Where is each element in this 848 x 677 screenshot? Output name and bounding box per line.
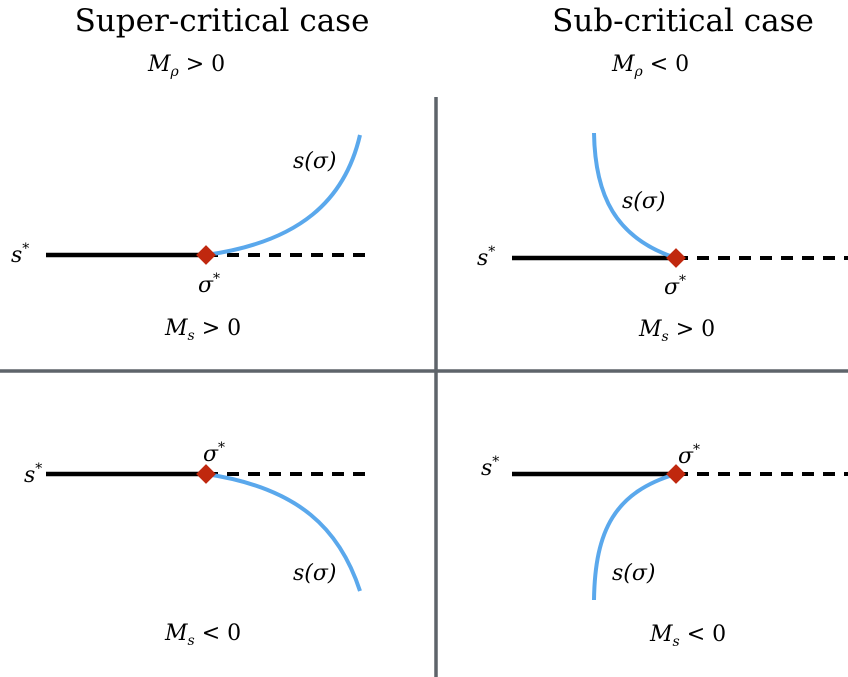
ms-label: Ms > 0 (164, 316, 241, 344)
panel-bottom-left: s* σ* s(σ) Ms < 0 (24, 440, 374, 649)
branch-curve (205, 134, 362, 257)
sigma-star-label: σ* (664, 273, 686, 300)
curve-label: s(σ) (293, 149, 336, 174)
bifurcation-point-marker (666, 248, 686, 268)
branch-curve (592, 132, 677, 260)
curve-label: s(σ) (622, 189, 665, 214)
s-star-label: s* (24, 461, 42, 488)
bifurcation-point-marker (666, 464, 686, 484)
panel-top-left: s* σ* s(σ) Ms > 0 (11, 134, 374, 344)
bifurcation-point-marker (196, 245, 216, 265)
curve-label: s(σ) (612, 561, 655, 586)
ms-label: Ms > 0 (638, 317, 715, 345)
branch-curve (205, 472, 362, 592)
title-super-critical: Super-critical case (75, 3, 370, 39)
curve-label: s(σ) (293, 561, 336, 586)
panel-top-right: s* σ* s(σ) Ms > 0 (477, 132, 848, 345)
sigma-star-label: σ* (198, 271, 220, 298)
m-rho-positive-label: Mρ > 0 (147, 52, 225, 80)
panel-bottom-right: s* σ* s(σ) Ms < 0 (481, 442, 848, 650)
s-star-label: s* (481, 454, 499, 481)
s-star-label: s* (477, 244, 495, 271)
bifurcation-point-marker (196, 464, 216, 484)
s-star-label: s* (11, 241, 29, 268)
ms-label: Ms < 0 (164, 621, 241, 649)
sigma-star-label: σ* (678, 442, 700, 469)
ms-label: Ms < 0 (649, 622, 726, 650)
branch-curve (592, 472, 677, 601)
title-sub-critical: Sub-critical case (552, 3, 814, 39)
m-rho-negative-label: Mρ < 0 (611, 52, 689, 80)
sigma-star-label: σ* (203, 440, 225, 467)
